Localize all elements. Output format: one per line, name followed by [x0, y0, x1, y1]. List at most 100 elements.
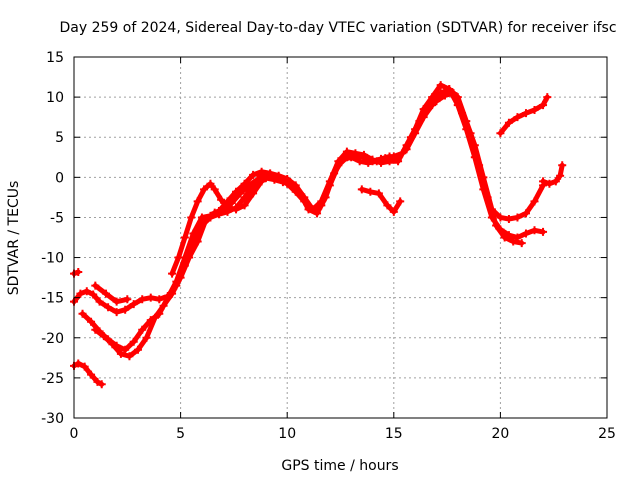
data-point [530, 105, 539, 114]
x-tick-label: 15 [385, 426, 403, 442]
data-point [381, 154, 390, 163]
data-point [504, 215, 513, 224]
data-point [123, 295, 132, 304]
y-axis-title: SDTVAR / TECUs [6, 181, 22, 296]
data-point [97, 380, 106, 389]
data-point [475, 161, 484, 170]
series-track-c [91, 89, 526, 361]
data-point [313, 209, 322, 218]
data-point [558, 161, 567, 170]
x-axis-title: GPS time / hours [281, 458, 398, 474]
data-point [104, 303, 113, 312]
data-point [168, 269, 177, 278]
data-point [101, 289, 110, 298]
data-point [89, 290, 98, 299]
data-point [227, 199, 236, 208]
data-point [338, 155, 347, 164]
data-point [93, 377, 102, 386]
data-point [423, 105, 432, 114]
data-point [193, 197, 202, 206]
data-point [556, 171, 565, 180]
data-point [138, 295, 147, 304]
x-tick-label: 0 [70, 426, 79, 442]
data-point [87, 370, 96, 379]
data-point [87, 317, 96, 326]
data-point [521, 109, 530, 118]
plot-frame [73, 56, 608, 419]
data-point [257, 177, 266, 186]
data-point [366, 187, 375, 196]
x-tick-label: 5 [176, 426, 185, 442]
data-point [121, 305, 130, 314]
data-point [458, 109, 467, 118]
data-point [415, 117, 424, 126]
data-point [249, 170, 258, 179]
data-point [351, 149, 360, 158]
x-tick-label: 25 [598, 426, 616, 442]
chart-title: Day 259 of 2024, Sidereal Day-to-day VTE… [59, 20, 616, 36]
data-point [539, 227, 548, 236]
data-series [70, 81, 567, 389]
data-point [185, 253, 194, 262]
series-track-j [91, 281, 132, 306]
series-track-g [357, 185, 405, 216]
data-point [287, 181, 296, 190]
data-point [108, 340, 117, 349]
data-point [466, 129, 475, 138]
data-point [266, 171, 275, 180]
data-point [112, 308, 121, 317]
data-point [159, 301, 168, 310]
axis-ticks: 0 5 10 15 20 25 15 10 5 0 -5 -10 -15 -20 -25 -30 [41, 50, 616, 442]
data-point [142, 333, 151, 342]
data-point [436, 81, 445, 90]
data-point [545, 179, 554, 188]
series-track-i [539, 161, 567, 188]
data-point [428, 93, 437, 102]
data-point [330, 169, 339, 178]
y-tick-label: -20 [41, 331, 64, 347]
data-point [240, 201, 249, 210]
data-point [232, 205, 241, 214]
data-point [347, 153, 356, 162]
data-point [236, 189, 245, 198]
data-point [321, 193, 330, 202]
data-point [374, 189, 383, 198]
data-point [295, 189, 304, 198]
data-point [513, 213, 522, 222]
data-point [539, 177, 548, 186]
data-point [509, 237, 518, 246]
data-point [202, 215, 211, 224]
data-point [91, 281, 100, 290]
data-point [440, 91, 449, 100]
data-point [74, 359, 83, 368]
data-point [500, 233, 509, 242]
data-point [504, 118, 513, 127]
y-tick-label: 5 [55, 130, 64, 146]
data-point [210, 208, 219, 217]
data-point [155, 295, 164, 304]
data-point [530, 197, 539, 206]
data-point [217, 195, 226, 204]
x-tick-label: 20 [491, 426, 509, 442]
data-point [82, 287, 91, 296]
y-tick-label: -10 [41, 251, 64, 267]
y-tick-label: -5 [50, 210, 64, 226]
data-point [270, 175, 279, 184]
data-point [189, 229, 198, 238]
data-point [146, 293, 155, 302]
y-tick-label: 10 [46, 90, 64, 106]
data-point [125, 352, 134, 361]
data-point [206, 179, 215, 188]
data-point [249, 189, 258, 198]
data-point [342, 147, 351, 156]
data-point [359, 150, 368, 159]
data-point [496, 129, 505, 138]
data-point [432, 97, 441, 106]
data-point [398, 149, 407, 158]
y-tick-label: 0 [55, 170, 64, 186]
data-point [116, 349, 125, 358]
data-point [278, 178, 287, 187]
data-point [304, 205, 313, 214]
x-tick-label: 10 [278, 426, 296, 442]
